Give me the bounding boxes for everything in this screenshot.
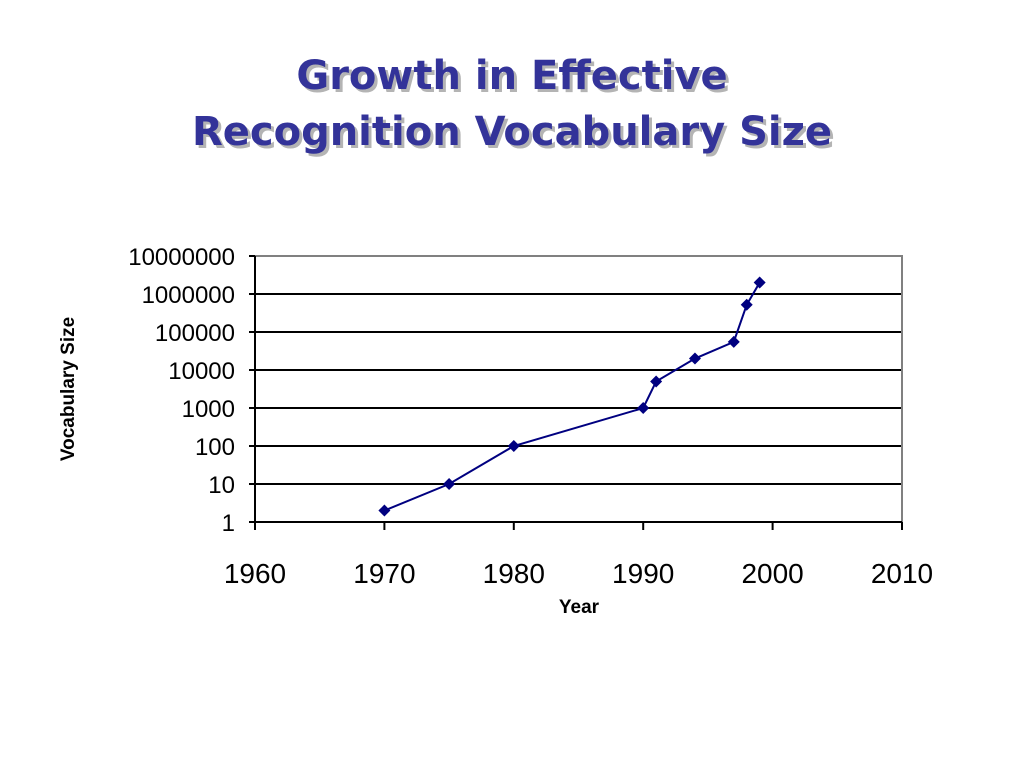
data-point-marker [753, 276, 766, 289]
x-tick-label: 1960 [224, 558, 286, 589]
plot-area-border [254, 255, 903, 523]
y-tick-label: 1000000 [142, 282, 235, 309]
series-layer [378, 276, 766, 517]
data-point-marker [507, 440, 520, 452]
y-tick-label: 1000 [182, 396, 235, 423]
gridlines [255, 255, 902, 485]
x-tick-label: 1980 [483, 558, 545, 589]
y-axis-title: Vocabulary Size [58, 317, 79, 461]
data-point-marker [637, 402, 650, 414]
y-tick-label: 10000 [168, 358, 235, 385]
slide-title: Growth in Effective Recognition Vocabula… [0, 48, 1024, 160]
y-tick-label: 10000000 [128, 244, 235, 271]
slide-title-line-1: Growth in Effective [296, 53, 728, 99]
data-point-marker [727, 335, 740, 348]
y-tick-label: 10 [208, 472, 235, 499]
x-tick-label: 2000 [741, 558, 803, 589]
x-tick-label: 1990 [612, 558, 674, 589]
slide-title-line-2: Recognition Vocabulary Size [191, 109, 833, 155]
x-tick-label: 1970 [353, 558, 415, 589]
y-tick-label: 100000 [155, 320, 235, 347]
x-tick-labels: 1960 1970 1980 1990 2000 2010 [224, 558, 933, 589]
axes [249, 255, 903, 530]
x-tick-label: 2010 [871, 558, 933, 589]
y-tick-label: 100 [195, 434, 235, 461]
data-point-marker [378, 504, 391, 517]
data-point-marker [688, 352, 701, 365]
data-point-marker [443, 478, 456, 490]
y-tick-labels: 1 10 100 1000 10000 100000 1000000 10000000 [128, 244, 235, 537]
y-tick-label: 1 [222, 510, 235, 537]
series-line [384, 282, 761, 512]
x-axis-title: Year [559, 597, 600, 618]
data-point-marker [650, 375, 663, 388]
data-point-marker [740, 298, 753, 311]
